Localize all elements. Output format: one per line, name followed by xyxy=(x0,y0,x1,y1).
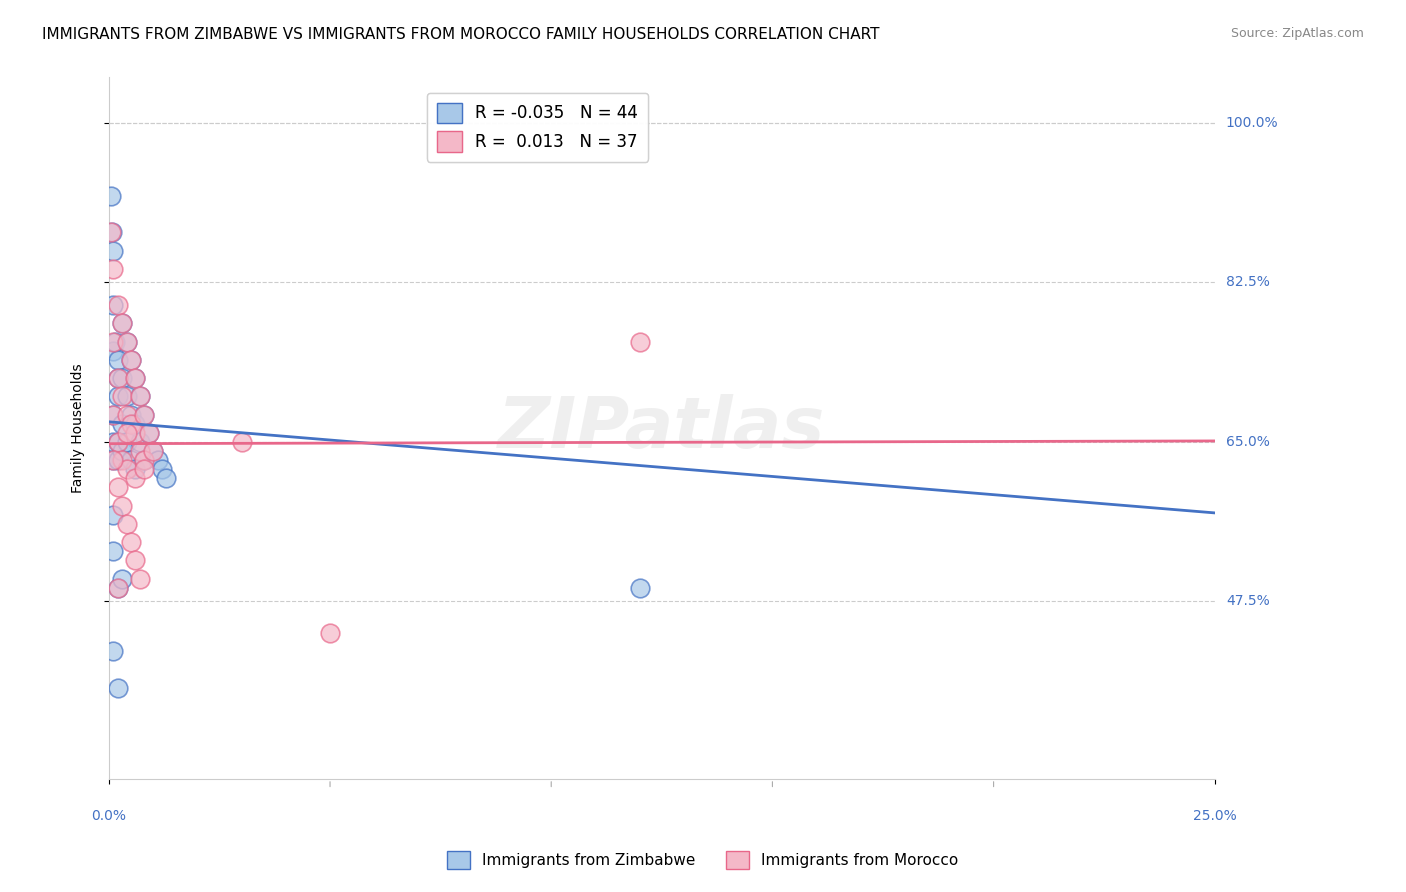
Point xyxy=(124,553,146,567)
Point xyxy=(107,352,129,367)
Point xyxy=(103,408,125,422)
Point xyxy=(103,244,125,258)
Point xyxy=(103,434,125,449)
Point xyxy=(103,508,125,522)
Text: IMMIGRANTS FROM ZIMBABWE VS IMMIGRANTS FROM MOROCCO FAMILY HOUSEHOLDS CORRELATIO: IMMIGRANTS FROM ZIMBABWE VS IMMIGRANTS F… xyxy=(42,27,880,42)
Point xyxy=(128,444,150,458)
Point xyxy=(120,535,142,549)
Point xyxy=(134,408,156,422)
Point xyxy=(107,371,129,385)
Point xyxy=(134,453,156,467)
Point xyxy=(107,371,129,385)
Point xyxy=(231,434,253,449)
Point xyxy=(124,425,146,440)
Point xyxy=(111,317,134,331)
Point xyxy=(107,681,129,695)
Point xyxy=(103,261,125,276)
Point xyxy=(103,453,125,467)
Text: 100.0%: 100.0% xyxy=(1226,116,1278,130)
Point xyxy=(111,317,134,331)
Point xyxy=(128,434,150,449)
Point xyxy=(134,462,156,476)
Point xyxy=(103,644,125,658)
Point xyxy=(111,499,134,513)
Point xyxy=(138,425,160,440)
Text: 25.0%: 25.0% xyxy=(1192,809,1237,823)
Point xyxy=(107,434,129,449)
Point xyxy=(103,453,125,467)
Point xyxy=(103,298,125,312)
Point xyxy=(111,389,134,403)
Point xyxy=(142,444,165,458)
Point xyxy=(115,425,138,440)
Point xyxy=(124,471,146,485)
Point xyxy=(134,408,156,422)
Point xyxy=(100,225,122,239)
Point xyxy=(150,462,173,476)
Point xyxy=(138,425,160,440)
Text: 82.5%: 82.5% xyxy=(1226,276,1270,289)
Point xyxy=(628,581,651,595)
Point xyxy=(107,298,129,312)
Point xyxy=(103,544,125,558)
Point xyxy=(107,581,129,595)
Point xyxy=(146,453,169,467)
Point xyxy=(115,408,138,422)
Point xyxy=(155,471,177,485)
Point xyxy=(111,453,134,467)
Point xyxy=(111,371,134,385)
Point xyxy=(120,408,142,422)
Point xyxy=(142,444,165,458)
Text: 65.0%: 65.0% xyxy=(1226,434,1270,449)
Point xyxy=(120,453,142,467)
Point xyxy=(100,189,122,203)
Y-axis label: Family Households: Family Households xyxy=(72,363,86,493)
Point xyxy=(134,453,156,467)
Text: 47.5%: 47.5% xyxy=(1226,594,1270,608)
Point xyxy=(107,434,129,449)
Text: Source: ZipAtlas.com: Source: ZipAtlas.com xyxy=(1230,27,1364,40)
Point xyxy=(107,389,129,403)
Point xyxy=(319,626,342,640)
Point xyxy=(103,343,125,358)
Point xyxy=(115,516,138,531)
Point xyxy=(128,572,150,586)
Point xyxy=(124,371,146,385)
Point xyxy=(101,225,124,239)
Point xyxy=(115,434,138,449)
Point xyxy=(111,572,134,586)
Text: 0.0%: 0.0% xyxy=(91,809,127,823)
Point xyxy=(107,453,129,467)
Point xyxy=(111,444,134,458)
Point xyxy=(124,462,146,476)
Point xyxy=(107,581,129,595)
Point xyxy=(120,352,142,367)
Text: ZIPatlas: ZIPatlas xyxy=(498,393,825,463)
Point xyxy=(124,417,146,431)
Legend: R = -0.035   N = 44, R =  0.013   N = 37: R = -0.035 N = 44, R = 0.013 N = 37 xyxy=(427,93,648,161)
Point xyxy=(104,334,127,349)
Point xyxy=(120,417,142,431)
Point xyxy=(111,417,134,431)
Point xyxy=(124,371,146,385)
Point xyxy=(120,352,142,367)
Point xyxy=(107,480,129,494)
Legend: Immigrants from Zimbabwe, Immigrants from Morocco: Immigrants from Zimbabwe, Immigrants fro… xyxy=(441,845,965,875)
Point xyxy=(115,334,138,349)
Point xyxy=(103,408,125,422)
Point xyxy=(628,334,651,349)
Point xyxy=(128,389,150,403)
Point xyxy=(103,334,125,349)
Point xyxy=(115,462,138,476)
Point xyxy=(128,389,150,403)
Point xyxy=(115,389,138,403)
Point xyxy=(115,334,138,349)
